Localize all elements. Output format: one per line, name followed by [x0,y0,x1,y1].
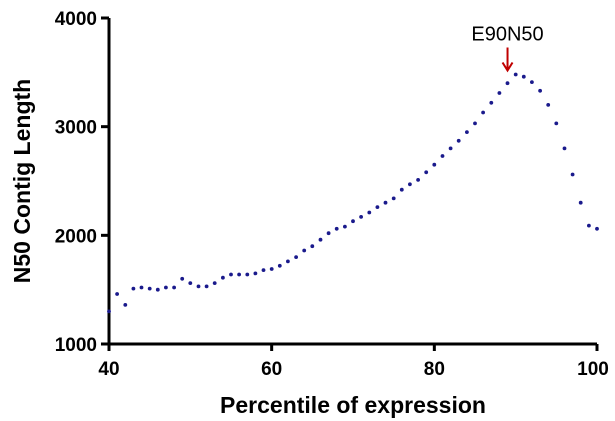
data-point [334,226,339,231]
data-point [481,110,485,115]
data-point [318,237,323,242]
data-point [408,182,412,187]
data-point [513,72,518,77]
data-point [196,284,201,289]
data-points [107,72,599,314]
data-point [497,91,502,95]
data-point [221,275,225,280]
x-tick-label: 60 [261,359,282,380]
data-point [229,272,233,277]
data-point [343,224,347,229]
data-point [489,100,494,105]
data-point [139,285,144,290]
data-point [269,267,274,271]
data-point [399,187,404,192]
x-tick-label: 40 [98,359,119,380]
data-point [505,81,510,86]
data-point [554,121,559,126]
y-tick-label: 1000 [55,335,97,356]
data-point [570,172,575,177]
data-point [172,285,177,290]
data-point [286,259,290,264]
annotation-arrow [501,47,514,73]
data-point [107,309,111,314]
data-point [383,200,388,205]
data-point [530,80,534,84]
data-point [538,88,542,93]
data-point [131,286,136,291]
data-point [465,130,469,135]
x-axis-title: Percentile of expression [220,392,486,418]
data-point [424,170,429,175]
data-point [546,103,551,107]
data-point [326,231,331,236]
x-tick-label: 80 [424,359,445,380]
y-tick-label: 3000 [55,118,97,139]
data-point [391,196,396,201]
data-point [578,200,583,205]
data-point [294,255,298,259]
x-tick-label: 100 [577,359,609,380]
data-point [155,287,160,292]
data-point [245,272,250,277]
data-point [253,271,258,276]
axis-ticks: 40 60 80 100 1000 2000 3000 4000 [55,9,609,380]
data-point [164,285,168,290]
data-point [416,178,420,182]
data-point [147,286,152,291]
data-point [204,284,209,289]
data-point [212,281,217,285]
data-point [359,215,363,219]
y-tick-label: 4000 [55,9,97,30]
data-point [115,292,119,296]
data-point [521,74,526,79]
data-point [302,248,307,253]
data-point [448,146,453,151]
data-point [237,272,242,277]
data-point [367,210,372,215]
annotation-label: E90N50 [471,24,543,46]
data-point [188,281,193,285]
data-point [440,154,445,158]
y-axis-title: N50 Contig Length [9,79,35,283]
data-point [277,263,282,268]
data-point [595,226,599,231]
data-point [123,303,128,307]
data-point [587,223,591,228]
data-point [562,146,567,151]
annotation: E90N50 [471,24,544,73]
data-point [375,205,380,210]
y-tick-label: 2000 [55,226,97,247]
data-point [473,121,477,126]
data-point [261,268,266,272]
data-point [310,244,315,249]
data-point [456,138,461,143]
data-point [180,276,185,281]
data-point [351,219,355,224]
data-point [432,162,437,167]
